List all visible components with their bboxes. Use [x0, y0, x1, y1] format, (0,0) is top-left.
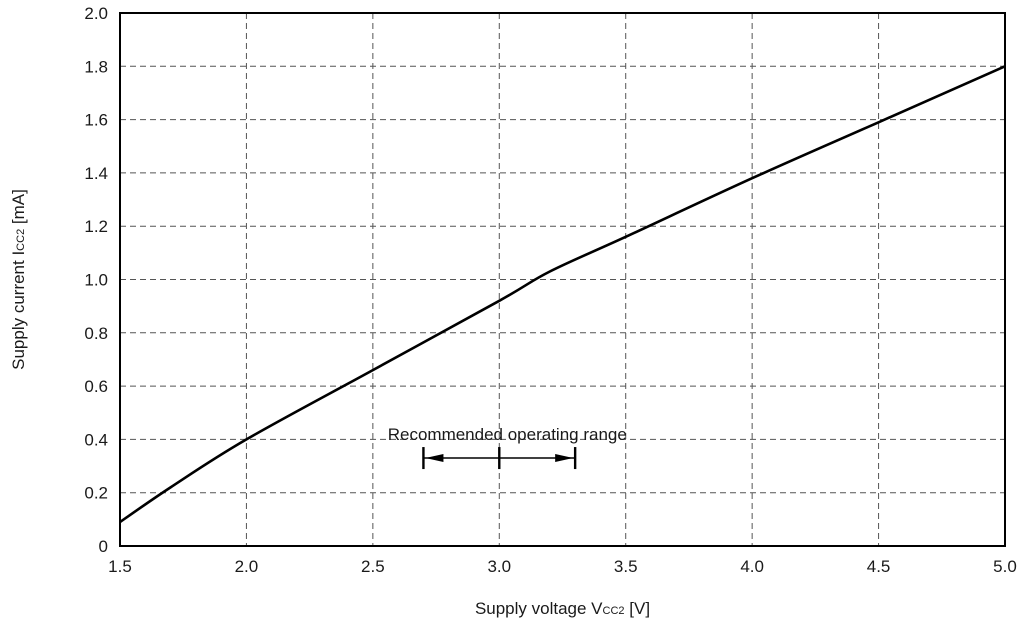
- x-axis-title-main: Supply voltage V: [475, 599, 603, 618]
- operating-range-marker: [422, 447, 577, 470]
- y-axis-title-subscript: CC2: [15, 229, 27, 251]
- x-tick-label: 2.0: [235, 557, 259, 576]
- y-tick-label: 0.6: [84, 377, 108, 396]
- range-arrow-left: [425, 454, 444, 463]
- x-axis-title-unit: [V]: [625, 599, 651, 618]
- y-tick-label: 2.0: [84, 4, 108, 23]
- y-tick-label: 1.6: [84, 111, 108, 130]
- x-tick-label: 4.5: [867, 557, 891, 576]
- range-arrow-right: [555, 454, 574, 463]
- y-tick-label: 0: [99, 537, 108, 556]
- x-tick-label: 3.0: [487, 557, 511, 576]
- series-line: [119, 65, 1006, 524]
- y-axis-title: Supply current ICC2 [mA]: [9, 189, 28, 370]
- y-tick-label: 0.2: [84, 484, 108, 503]
- y-tick-label: 0.4: [84, 430, 108, 449]
- x-tick-label: 1.5: [108, 557, 132, 576]
- x-tick-label: 3.5: [614, 557, 638, 576]
- y-tick-labels: 0 0.2 0.4 0.6 0.8 1.0 1.2 1.4 1.6 1.8 2.0: [84, 4, 108, 556]
- y-tick-label: 1.2: [84, 217, 108, 236]
- y-axis-title-unit: [mA]: [9, 189, 28, 229]
- plot-frame: [119, 12, 1006, 547]
- grid-lines: [120, 13, 1005, 546]
- annotation-label: Recommended operating range: [388, 425, 627, 444]
- x-axis-title-subscript: CC2: [603, 605, 625, 617]
- x-tick-label: 2.5: [361, 557, 385, 576]
- y-tick-label: 1.8: [84, 57, 108, 76]
- x-tick-label: 5.0: [993, 557, 1017, 576]
- x-tick-labels: 1.5 2.0 2.5 3.0 3.5 4.0 4.5 5.0: [108, 557, 1017, 576]
- y-tick-label: 0.8: [84, 324, 108, 343]
- y-axis-title-main: Supply current I: [9, 251, 28, 370]
- x-axis-title: Supply voltage VCC2 [V]: [475, 599, 650, 618]
- x-tick-label: 4.0: [740, 557, 764, 576]
- y-tick-label: 1.4: [84, 164, 108, 183]
- y-tick-label: 1.0: [84, 271, 108, 290]
